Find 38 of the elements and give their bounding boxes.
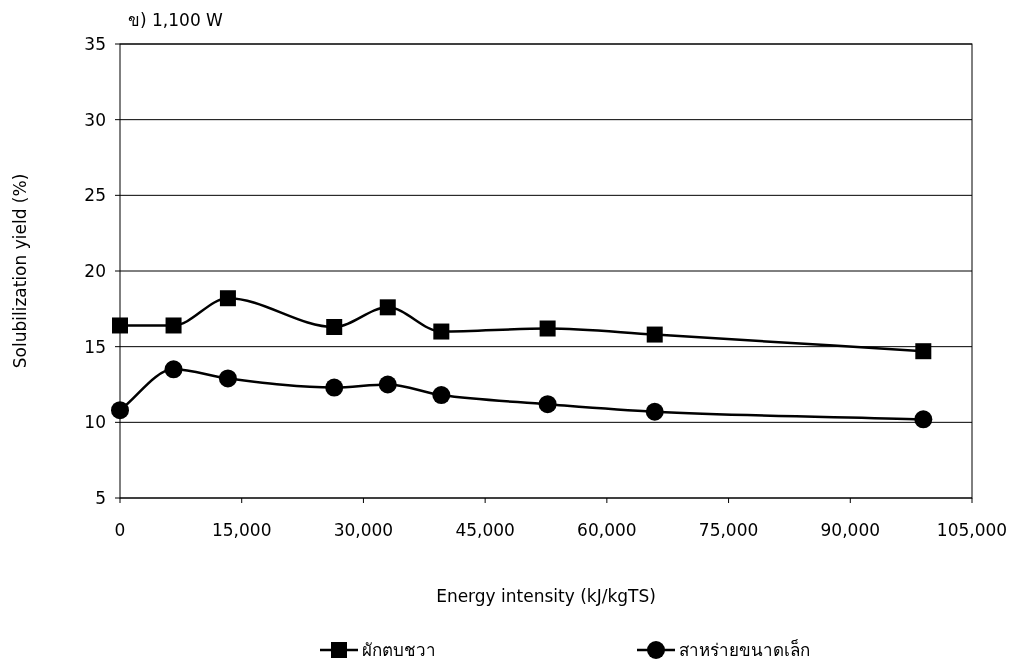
chart-title: ข) 1,100 W [128,10,224,30]
y-axis-title: Solubilization yield (%) [10,173,30,369]
x-tick-label: 75,000 [698,520,759,540]
x-tick-label: 105,000 [936,520,1008,540]
point [112,317,128,334]
y-tick-label: 15 [84,336,106,357]
point [111,401,129,420]
point [538,395,557,414]
point [218,369,237,388]
point [219,290,236,307]
y-tick-label: 10 [84,412,106,433]
point [433,323,450,340]
legend-label: สาหร่ายขนาดเล็ก [679,639,810,660]
point [379,299,396,316]
point [378,375,397,394]
x-tick-label: 0 [114,520,126,540]
point [432,386,451,405]
x-axis-title: Energy intensity (kJ/kgTS) [436,586,656,606]
point [326,318,343,335]
x-tick-label: 30,000 [333,520,394,540]
y-tick-label: 20 [84,261,106,281]
y-tick-label: 5 [95,488,106,508]
x-tick-label: 15,000 [211,520,272,540]
y-tick-label: 30 [84,109,106,130]
x-tick-label: 45,000 [455,520,515,540]
x-tick-label: 60,000 [577,520,637,540]
point [164,360,183,379]
y-tick-label: 35 [84,34,106,54]
legend-label: ผักตบชวา [362,640,436,660]
x-tick-label: 90,000 [820,520,881,540]
point [165,317,182,334]
point [915,343,932,360]
point [539,320,556,337]
point [325,378,344,397]
y-tick-label: 25 [84,185,106,206]
point [646,326,663,343]
point [914,410,933,429]
point [645,402,664,421]
